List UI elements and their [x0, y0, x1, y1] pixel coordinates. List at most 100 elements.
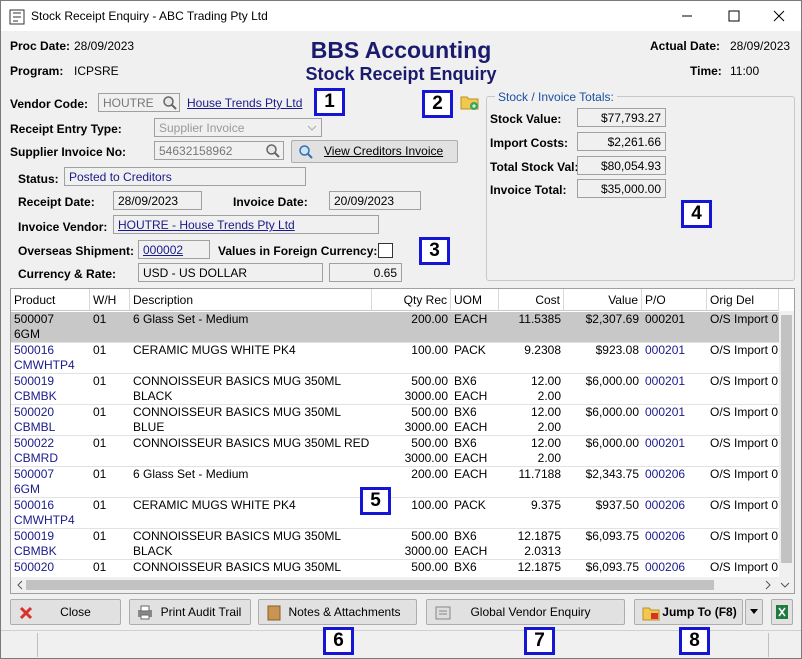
value: Posted to Creditors — [69, 170, 172, 184]
cell-text[interactable]: 500019 — [14, 529, 87, 544]
value: Supplier Invoice — [159, 121, 244, 135]
dropdown-button[interactable] — [745, 599, 763, 625]
table-row[interactable]: 50002001CONNOISSEUR BASICS MUG 350ML500.… — [11, 560, 779, 577]
link[interactable]: 000002 — [143, 243, 183, 257]
column-header[interactable]: Qty Rec — [372, 289, 451, 311]
vendor-icon — [435, 605, 451, 621]
scroll-down[interactable] — [780, 580, 790, 590]
table-cell: $6,000.00 — [564, 405, 642, 436]
value: 11:00 — [730, 64, 759, 78]
window-controls[interactable] — [677, 6, 797, 26]
table-row[interactable]: 500019CBMBK01CONNOISSEUR BASICS MUG 350M… — [11, 374, 779, 405]
cell-text: O/S Import 0 — [710, 560, 776, 575]
search-icon[interactable] — [265, 143, 281, 159]
table-row[interactable]: 500020CBMBL01CONNOISSEUR BASICS MUG 350M… — [11, 405, 779, 436]
cell-text[interactable]: 500007 — [14, 467, 87, 482]
cell-text[interactable]: CBMBK — [14, 389, 87, 404]
scroll-left[interactable] — [15, 580, 25, 590]
cell-text: 2.00 — [502, 451, 561, 466]
scroll-thumb[interactable] — [781, 315, 792, 563]
cell-text[interactable]: CBMBK — [14, 544, 87, 559]
value: 20/09/2023 — [334, 194, 394, 208]
callout: 6 — [323, 627, 354, 655]
cell-text[interactable]: 6GM — [14, 482, 87, 497]
column-header[interactable]: Cost — [499, 289, 564, 311]
table-row[interactable]: 500016CMWHTP401CERAMIC MUGS WHITE PK4100… — [11, 498, 779, 529]
vertical-scrollbar[interactable] — [779, 311, 794, 577]
label: Supplier Invoice No: — [10, 145, 126, 159]
column-header[interactable]: UOM — [451, 289, 499, 311]
field: Posted to Creditors — [64, 167, 306, 186]
cell-text[interactable]: 500022 — [14, 436, 87, 451]
cell-text[interactable]: 500016 — [14, 343, 87, 358]
checkbox[interactable] — [378, 243, 393, 258]
button[interactable]: Print Audit Trail — [129, 599, 251, 625]
cell-text: 6 Glass Set - Medium — [133, 312, 369, 327]
field: 0.65 — [329, 263, 402, 282]
table-cell: 11.5385 — [499, 312, 564, 343]
cell-text[interactable]: CBMRD — [14, 451, 87, 466]
cell-text: EACH — [454, 467, 496, 482]
button[interactable]: Global Vendor Enquiry — [426, 599, 625, 625]
cell-text[interactable]: CMWHTP4 — [14, 358, 87, 373]
label: Stock Value: — [490, 112, 561, 126]
folder-icon[interactable] — [460, 93, 480, 111]
cell-text: EACH — [454, 451, 496, 466]
cell-text: $6,000.00 — [567, 374, 639, 389]
cell-text: BX6 — [454, 560, 496, 575]
cell-text: 12.00 — [502, 436, 561, 451]
cell-text[interactable]: 500020 — [14, 405, 87, 420]
button[interactable]: View Creditors Invoice — [291, 140, 458, 163]
column-header[interactable]: W/H — [90, 289, 130, 311]
table-row[interactable]: 500019CBMBK01CONNOISSEUR BASICS MUG 350M… — [11, 529, 779, 560]
cell-text[interactable]: 000201 — [645, 436, 704, 451]
scroll-right[interactable] — [763, 580, 773, 590]
excel-button[interactable] — [771, 599, 793, 625]
horizontal-scrollbar[interactable] — [11, 577, 794, 593]
button-label: Close — [60, 605, 91, 619]
table-row[interactable]: 500016CMWHTP401CERAMIC MUGS WHITE PK4100… — [11, 343, 779, 374]
scroll-thumb[interactable] — [26, 580, 714, 590]
cell-text[interactable]: 000201 — [645, 405, 704, 420]
field: $77,793.27 — [577, 108, 666, 127]
label: Proc Date: — [10, 39, 70, 53]
field: 28/09/2023 — [113, 191, 202, 210]
table-row[interactable]: 500022CBMRD01CONNOISSEUR BASICS MUG 350M… — [11, 436, 779, 467]
button[interactable]: Close — [10, 599, 121, 625]
callout: 4 — [681, 200, 712, 228]
link[interactable]: HOUTRE - House Trends Pty Ltd — [118, 218, 295, 232]
button[interactable]: Jump To (F8) — [634, 599, 743, 625]
button-label: Print Audit Trail — [161, 605, 242, 619]
cell-text[interactable]: 500019 — [14, 374, 87, 389]
table-row[interactable]: 5000076GM016 Glass Set - Medium200.00EAC… — [11, 467, 779, 498]
cell-text: 01 — [93, 343, 127, 358]
cell-text[interactable]: 500016 — [14, 498, 87, 513]
cell-text: 11.5385 — [502, 312, 561, 327]
label: Invoice Total: — [490, 183, 566, 197]
link[interactable]: House Trends Pty Ltd — [187, 96, 302, 110]
cell-text[interactable]: 000206 — [645, 498, 704, 513]
column-header[interactable]: Description — [130, 289, 372, 311]
search-icon — [298, 144, 314, 160]
cell-text[interactable]: CBMBL — [14, 420, 87, 435]
cell-text[interactable]: 000206 — [645, 467, 704, 482]
cell-text[interactable]: 000201 — [645, 374, 704, 389]
field: 000002 — [138, 240, 210, 259]
column-header[interactable]: Value — [564, 289, 642, 311]
column-header[interactable]: Product — [11, 289, 90, 311]
button[interactable]: Notes & Attachments — [258, 599, 417, 625]
cell-text[interactable]: 000201 — [645, 343, 704, 358]
table-cell: 000206 — [642, 529, 707, 560]
cell-text[interactable]: 500020 — [14, 560, 87, 575]
cell-text[interactable]: CMWHTP4 — [14, 513, 87, 528]
field: 20/09/2023 — [329, 191, 421, 210]
cell-text[interactable]: 000206 — [645, 529, 704, 544]
table-cell: 01 — [90, 498, 130, 529]
table-row[interactable]: 5000076GM016 Glass Set - Medium200.00EAC… — [11, 312, 779, 343]
cell-text: $6,000.00 — [567, 436, 639, 451]
column-header[interactable]: P/O — [642, 289, 707, 311]
search-icon[interactable] — [162, 95, 178, 111]
column-header[interactable]: Orig Del Dkt — [707, 289, 779, 311]
cell-text[interactable]: 000206 — [645, 560, 704, 575]
